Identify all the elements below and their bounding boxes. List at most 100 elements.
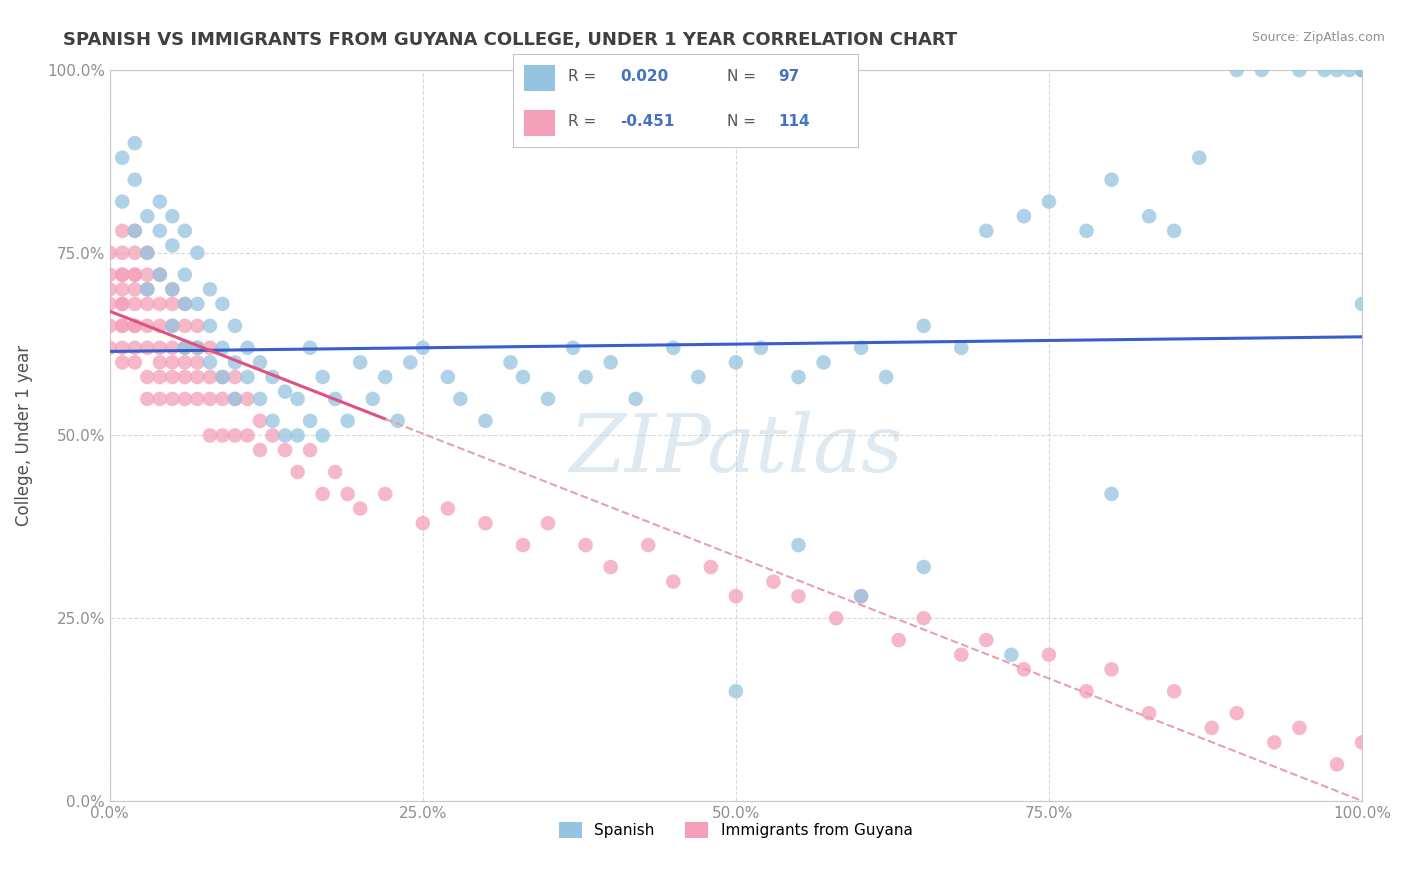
- Point: [724, 589, 747, 603]
- Point: [749, 341, 772, 355]
- Point: [912, 560, 935, 574]
- Point: [136, 370, 159, 384]
- Point: [162, 355, 184, 369]
- Point: [1163, 684, 1185, 698]
- Point: [349, 501, 371, 516]
- Point: [236, 370, 259, 384]
- Point: [186, 297, 208, 311]
- Point: [449, 392, 471, 406]
- Point: [198, 341, 221, 355]
- Point: [162, 297, 184, 311]
- Point: [1326, 757, 1348, 772]
- Point: [688, 370, 710, 384]
- Point: [1101, 172, 1123, 186]
- Point: [537, 392, 560, 406]
- Point: [323, 392, 346, 406]
- Point: [149, 370, 172, 384]
- Point: [624, 392, 647, 406]
- Point: [437, 370, 460, 384]
- Point: [224, 370, 246, 384]
- Point: [98, 318, 121, 333]
- Point: [198, 370, 221, 384]
- Point: [98, 341, 121, 355]
- Point: [311, 428, 333, 442]
- Point: [323, 465, 346, 479]
- Point: [124, 282, 146, 296]
- Text: R =: R =: [568, 114, 602, 129]
- Point: [124, 136, 146, 150]
- Point: [149, 268, 172, 282]
- Point: [186, 318, 208, 333]
- Point: [1000, 648, 1022, 662]
- Point: [173, 341, 195, 355]
- Point: [249, 392, 271, 406]
- Point: [198, 282, 221, 296]
- Point: [1226, 706, 1249, 721]
- Point: [299, 341, 322, 355]
- Point: [262, 414, 284, 428]
- Point: [787, 589, 810, 603]
- Point: [173, 370, 195, 384]
- Point: [111, 224, 134, 238]
- Point: [98, 245, 121, 260]
- Point: [1038, 194, 1060, 209]
- Point: [173, 318, 195, 333]
- Point: [274, 428, 297, 442]
- Point: [111, 355, 134, 369]
- Point: [875, 370, 897, 384]
- Point: [724, 684, 747, 698]
- Point: [136, 268, 159, 282]
- Point: [849, 589, 872, 603]
- Point: [149, 224, 172, 238]
- Point: [173, 341, 195, 355]
- Point: [136, 341, 159, 355]
- Point: [599, 355, 621, 369]
- Point: [1101, 487, 1123, 501]
- Point: [173, 268, 195, 282]
- Point: [173, 224, 195, 238]
- Point: [224, 428, 246, 442]
- Point: [111, 194, 134, 209]
- Point: [849, 589, 872, 603]
- Point: [912, 611, 935, 625]
- Text: -0.451: -0.451: [620, 114, 675, 129]
- Point: [124, 355, 146, 369]
- Point: [124, 268, 146, 282]
- Point: [111, 268, 134, 282]
- Point: [1076, 684, 1098, 698]
- Point: [136, 245, 159, 260]
- Text: SPANISH VS IMMIGRANTS FROM GUYANA COLLEGE, UNDER 1 YEAR CORRELATION CHART: SPANISH VS IMMIGRANTS FROM GUYANA COLLEG…: [63, 31, 957, 49]
- Point: [236, 341, 259, 355]
- Point: [311, 370, 333, 384]
- Point: [1351, 297, 1374, 311]
- Point: [249, 443, 271, 458]
- Point: [236, 428, 259, 442]
- Point: [98, 297, 121, 311]
- Point: [374, 370, 396, 384]
- Point: [374, 487, 396, 501]
- Point: [111, 341, 134, 355]
- Point: [361, 392, 384, 406]
- Point: [412, 341, 434, 355]
- Point: [162, 238, 184, 252]
- Legend: Spanish, Immigrants from Guyana: Spanish, Immigrants from Guyana: [553, 816, 918, 845]
- Point: [173, 297, 195, 311]
- Point: [662, 341, 685, 355]
- Text: N =: N =: [727, 114, 761, 129]
- Point: [762, 574, 785, 589]
- Point: [162, 318, 184, 333]
- Point: [287, 465, 309, 479]
- Point: [198, 392, 221, 406]
- Point: [662, 574, 685, 589]
- Point: [124, 297, 146, 311]
- Point: [1288, 63, 1310, 78]
- Point: [849, 341, 872, 355]
- Point: [1201, 721, 1223, 735]
- Point: [111, 268, 134, 282]
- Point: [136, 245, 159, 260]
- Point: [787, 370, 810, 384]
- Point: [124, 245, 146, 260]
- Text: 0.020: 0.020: [620, 70, 668, 85]
- Point: [1263, 735, 1285, 749]
- Point: [149, 392, 172, 406]
